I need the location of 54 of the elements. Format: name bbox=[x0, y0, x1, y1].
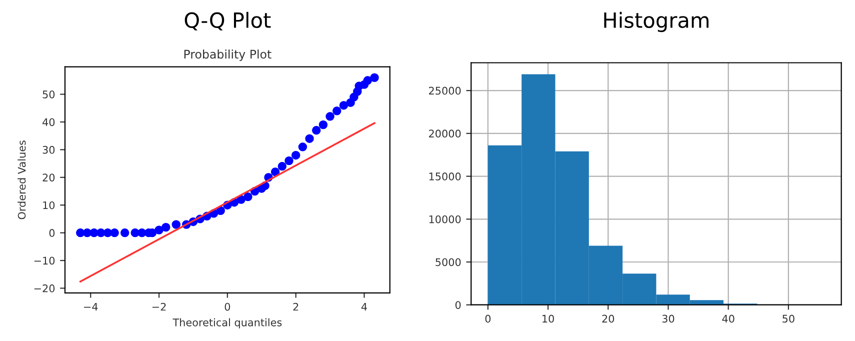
point bbox=[216, 206, 225, 215]
point bbox=[154, 226, 164, 234]
point bbox=[103, 228, 112, 238]
point bbox=[138, 228, 146, 238]
x-axis-title: Theoretical quantiles bbox=[172, 318, 282, 328]
point bbox=[363, 76, 372, 85]
x-tick-label: −4 bbox=[84, 302, 98, 311]
point bbox=[305, 134, 314, 143]
x-tick-label: 20 bbox=[602, 314, 614, 323]
point bbox=[332, 106, 342, 116]
point bbox=[278, 162, 287, 171]
point bbox=[244, 192, 252, 202]
x-tick-label: 2 bbox=[293, 302, 298, 311]
y-axis-title: Ordered Values bbox=[18, 140, 26, 220]
y-tick-label: 15000 bbox=[429, 172, 461, 180]
y-tick-label: 20 bbox=[42, 174, 55, 182]
point bbox=[76, 228, 85, 238]
y-tick-label: 40 bbox=[42, 118, 55, 126]
x-tick-label: 50 bbox=[782, 314, 794, 323]
y-tick-label: 0 bbox=[49, 229, 55, 237]
point bbox=[82, 228, 92, 238]
point bbox=[172, 220, 180, 229]
x-tick-label: −2 bbox=[152, 302, 166, 311]
x-tick-label: 40 bbox=[722, 314, 734, 323]
y-tick-label: 30 bbox=[42, 146, 55, 154]
chart-title: Histogram bbox=[604, 12, 708, 32]
point bbox=[284, 156, 294, 166]
point bbox=[120, 228, 130, 238]
point bbox=[339, 100, 348, 110]
x-tick-label: 0 bbox=[485, 314, 491, 323]
chart-subtitle: Probability Plot bbox=[184, 50, 272, 61]
point bbox=[110, 228, 119, 238]
point bbox=[370, 73, 379, 82]
y-tick-label: 10000 bbox=[429, 215, 461, 224]
y-tick-label: 5000 bbox=[436, 258, 461, 266]
chart-title: Q-Q Plot bbox=[184, 12, 271, 30]
point bbox=[270, 167, 280, 176]
point bbox=[96, 228, 106, 238]
y-tick-label: 20000 bbox=[429, 130, 461, 138]
point bbox=[312, 126, 321, 135]
point bbox=[298, 142, 308, 152]
y-tick-label: −10 bbox=[34, 256, 55, 265]
y-tick-label: 10 bbox=[43, 201, 55, 210]
y-tick-label: 50 bbox=[42, 90, 55, 98]
point bbox=[162, 222, 170, 232]
x-tick-label: 10 bbox=[542, 314, 554, 323]
x-tick-label: 30 bbox=[662, 314, 674, 323]
point bbox=[326, 112, 334, 121]
x-tick-label: 0 bbox=[224, 302, 230, 311]
y-tick-label: −20 bbox=[34, 284, 55, 292]
point bbox=[318, 120, 328, 130]
y-tick-label: 25000 bbox=[429, 86, 461, 95]
x-tick-label: 4 bbox=[361, 302, 367, 311]
point bbox=[291, 150, 300, 160]
